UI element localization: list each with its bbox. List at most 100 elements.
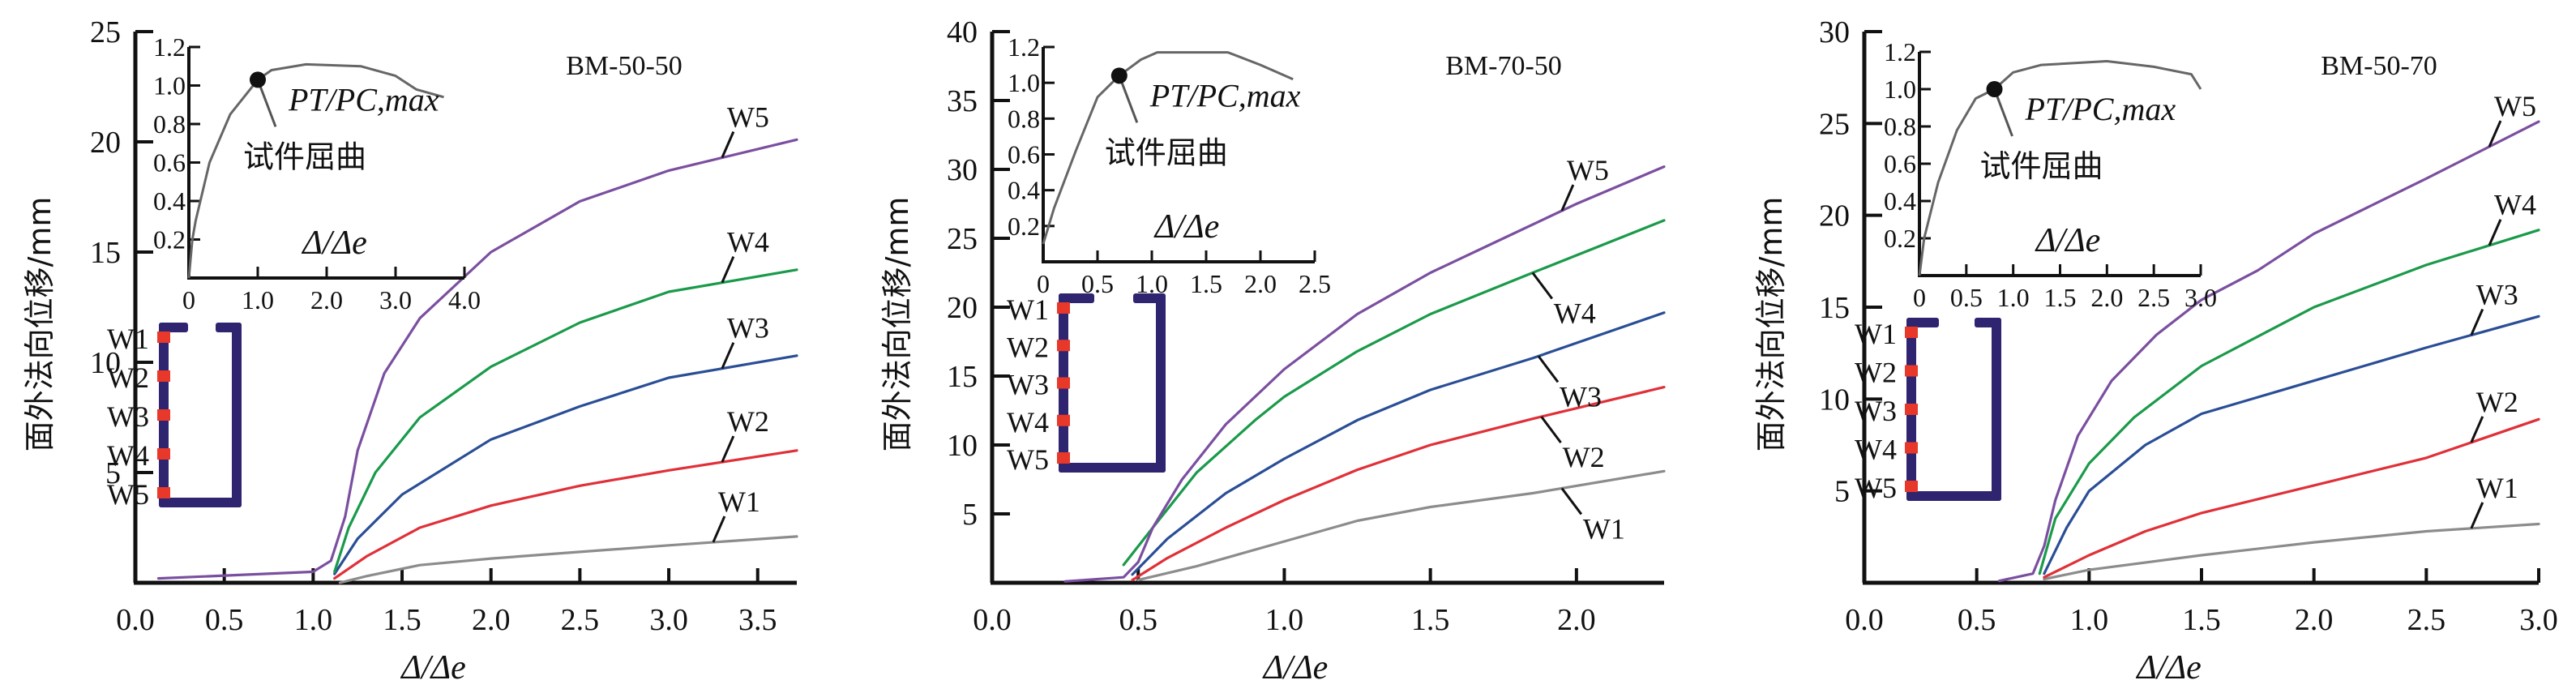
x-tick-label: 0.0 (116, 603, 155, 637)
y-tick-label: 20 (947, 291, 978, 325)
x-tick-label: 3.0 (2519, 603, 2558, 637)
sensor-marker-w4 (157, 448, 170, 460)
x-tick-label: 0.5 (1119, 603, 1157, 637)
series-label-w3: W3 (2476, 278, 2518, 310)
inset-load-curve (1042, 51, 1294, 245)
sensor-marker-w2 (1905, 365, 1918, 377)
panel-bm-50-70: 0.0 0.5 1.0 1.5 2.0 2.5 3.0 5 10 15 20 25 30 Δ/Δe 面外法向… (1753, 15, 2558, 687)
series-label-w1: W1 (718, 486, 760, 518)
inset-x-tick-label: 1.0 (242, 285, 274, 314)
inset-x-tick-label: 3.0 (379, 285, 412, 314)
buckling-leader-line (1118, 75, 1139, 123)
inset-y-tick-label: 0.6 (153, 148, 186, 178)
series-line-w2 (333, 449, 798, 580)
section-right-side (1156, 293, 1166, 473)
y-tick-label: 15 (947, 360, 978, 394)
y-tick-label: 5 (962, 498, 978, 532)
panel-bm-50-50: 0.0 0.5 1.0 1.5 2.0 2.5 3.0 3.5 5 10 15 20 25 Δ/Δe 面外法… (22, 15, 798, 687)
inset-x-axis-label: Δ/Δe (301, 225, 367, 262)
series-line-w5 (1997, 120, 2540, 583)
buckling-annotation: 试件屈曲 (1980, 148, 2103, 184)
inset-chart: 0 0.5 1.0 1.5 2.0 2.5 3.0 0.2 0.4 0.6 0.8 1.0 1.2 PT/… (1884, 37, 2217, 312)
inset-x-tick-label: 0.5 (1950, 283, 1983, 312)
sensor-label-w4: W4 (1855, 434, 1897, 466)
series-line-w4 (2038, 229, 2540, 575)
sensor-marker-w3 (1057, 377, 1070, 389)
y-tick-label: 25 (90, 15, 121, 49)
leader-line-w5 (2488, 120, 2502, 148)
leader-line-w1 (2470, 502, 2484, 529)
inset-y-tick-label: 1.2 (1008, 32, 1040, 62)
y-tick-label: 10 (90, 346, 121, 380)
leader-line-w2 (1540, 416, 1562, 443)
series-line-w5 (1063, 165, 1666, 583)
leader-line-w4 (2488, 219, 2502, 246)
leader-line-w1 (1560, 487, 1583, 515)
ratio-annotation: PT/PC,max (1149, 77, 1301, 113)
sensor-label-w2: W2 (1855, 357, 1897, 389)
series-label-w4: W4 (2494, 189, 2536, 221)
ratio-annotation: PT/PC,max (288, 81, 439, 118)
y-tick-label: 30 (1819, 15, 1850, 49)
sensor-marker-w3 (1905, 404, 1918, 415)
inset-x-tick-label: 1.5 (2044, 283, 2077, 312)
leader-line-w1 (712, 515, 726, 543)
sensor-marker-w5 (1057, 452, 1070, 464)
section-right-side (1992, 318, 2001, 501)
inset-x-tick-label: 2.5 (2137, 283, 2170, 312)
inset-x-tick-label: 0 (182, 285, 195, 314)
inset-x-tick-label: 2.0 (310, 285, 343, 314)
series-label-w5: W5 (2494, 90, 2536, 122)
x-tick-label: 2.0 (1557, 603, 1596, 637)
inset-y-tick-label: 0.4 (1884, 186, 1916, 216)
leader-line-w5 (1560, 184, 1575, 212)
series-line-w3 (333, 354, 798, 575)
x-tick-label: 1.0 (294, 603, 333, 637)
sensor-label-w2: W2 (107, 361, 149, 394)
sensor-marker-w1 (157, 332, 170, 343)
y-tick-label: 25 (947, 222, 978, 256)
inset-y-tick-label: 0.8 (1884, 112, 1916, 141)
sensor-marker-w5 (157, 487, 170, 498)
y-tick-label: 10 (947, 429, 978, 463)
leader-line-w3 (721, 342, 735, 370)
inset-x-axis-label: Δ/Δe (2035, 222, 2101, 259)
buckling-leader-line (256, 79, 277, 127)
inset-y-tick-label: 1.0 (1884, 75, 1916, 104)
inset-x-tick-label: 1.0 (1997, 283, 2030, 312)
x-tick-label: 1.5 (1411, 603, 1450, 637)
inset-y-tick-label: 0.2 (1884, 224, 1916, 253)
buckling-leader-line (1993, 88, 2013, 137)
sensor-label-w5: W5 (107, 478, 149, 511)
buckling-point-marker (1986, 81, 2003, 97)
panel-title: BM-50-50 (566, 51, 683, 81)
x-tick-label: 3.0 (649, 603, 688, 637)
inset-y-tick-label: 0.8 (1008, 104, 1040, 133)
y-tick-label: 35 (947, 84, 978, 118)
y-tick-label: 15 (1819, 291, 1850, 325)
series-label-w4: W4 (727, 226, 769, 259)
inset-y-tick-label: 1.2 (153, 32, 186, 62)
section-diagram: W1 W2 W3 W4 W5 (1007, 293, 1166, 476)
series-line-w1 (2043, 522, 2540, 581)
inset-chart: 0 0.5 1.0 1.5 2.0 2.50.20.40.60.81.01.2PT/PC,… (1008, 32, 1331, 298)
x-tick-label: 0.5 (205, 603, 244, 637)
x-tick-label: 0.0 (1845, 603, 1884, 637)
series-line-w2 (2043, 417, 2540, 579)
inset-y-tick-label: 0.2 (1008, 212, 1040, 241)
y-tick-label: 5 (105, 456, 121, 490)
section-diagram: W1 W2 W3 W4 W5 (1855, 318, 2001, 504)
sensor-marker-w2 (1057, 340, 1070, 352)
section-diagram: W1 W2 W3 W4 W5 (107, 323, 242, 511)
sensor-label-w3: W3 (1007, 369, 1049, 401)
y-tick-label: 25 (1819, 107, 1850, 141)
x-tick-label: 2.0 (2295, 603, 2334, 637)
series-label-w3: W3 (727, 312, 769, 344)
leader-line-w2 (721, 435, 735, 463)
x-tick-label: 1.5 (383, 603, 421, 637)
inset-x-tick-label: 4.0 (448, 285, 481, 314)
leader-line-w2 (2470, 416, 2484, 443)
panel-bm-70-50: 0.0 0.5 1.0 1.5 2.0 5 10 15 20 25 30 35 40 Δ/Δe 面外法向位移… (879, 15, 1666, 687)
x-tick-label: 1.5 (2182, 603, 2221, 637)
